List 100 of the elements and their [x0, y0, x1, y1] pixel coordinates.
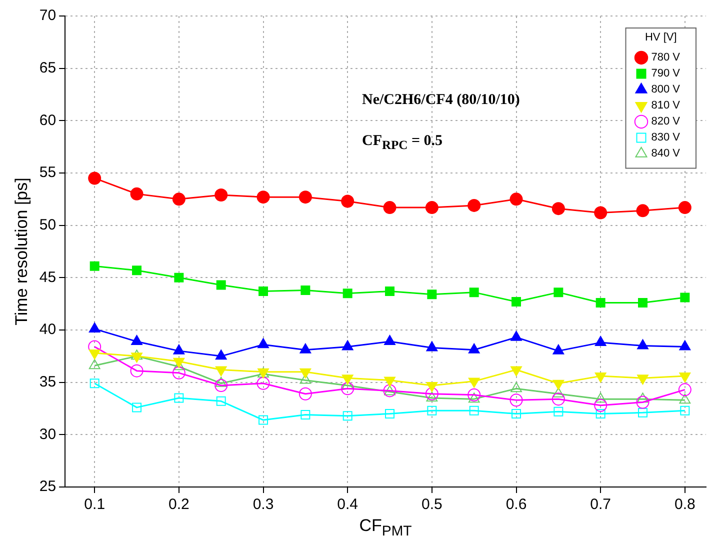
point [554, 288, 564, 298]
y-tick-label: 35 [39, 373, 56, 390]
x-tick-label: 0.8 [674, 496, 696, 514]
point [426, 392, 438, 402]
point [214, 188, 228, 202]
y-axis-title: Time resolution [ps] [12, 178, 31, 326]
point [298, 190, 312, 204]
point [132, 266, 142, 276]
point [426, 341, 438, 352]
point [468, 388, 481, 402]
x-tick-label: 0.2 [168, 496, 190, 514]
point [342, 340, 354, 350]
point [636, 204, 650, 218]
point [258, 415, 268, 425]
point [300, 343, 312, 354]
y-tick-label: 50 [39, 216, 56, 234]
y-tick-label: 45 [39, 268, 56, 286]
point [131, 350, 142, 360]
point [216, 396, 226, 406]
point [468, 343, 480, 354]
point [638, 298, 648, 308]
point [468, 392, 480, 403]
annotation: Ne/C2H6/CF4 (80/10/10) [362, 92, 520, 109]
point [510, 394, 523, 407]
point [512, 408, 521, 418]
point [216, 280, 226, 290]
point [427, 290, 437, 300]
point [215, 350, 227, 360]
point [130, 364, 144, 378]
point [90, 261, 100, 271]
point [174, 393, 184, 403]
point [468, 198, 481, 212]
point [679, 340, 691, 350]
point [256, 190, 270, 204]
point [385, 408, 394, 418]
point [342, 288, 352, 298]
point [298, 387, 312, 400]
point [679, 394, 691, 404]
point [510, 330, 522, 341]
point [300, 285, 310, 295]
point [425, 201, 438, 214]
point [173, 344, 185, 354]
point [172, 366, 186, 380]
y-tick-label: 60 [39, 112, 56, 129]
point [427, 406, 437, 416]
y-tick-label: 40 [39, 321, 56, 338]
x-tick-label: 0.1 [84, 496, 106, 514]
point [678, 383, 692, 396]
point [680, 406, 690, 416]
point [172, 192, 186, 206]
point [385, 286, 394, 296]
point [510, 382, 522, 392]
point [214, 378, 228, 392]
point [88, 359, 100, 370]
point [341, 194, 354, 208]
point [130, 187, 144, 200]
x-tick-label: 0.6 [506, 496, 527, 514]
point [512, 297, 521, 306]
point [384, 335, 396, 346]
point [638, 408, 648, 418]
x-tick-label: 0.7 [590, 496, 612, 514]
point [341, 382, 354, 396]
point [594, 392, 606, 403]
point [425, 387, 438, 400]
point [636, 396, 650, 409]
point [594, 336, 606, 346]
legend-label: 800 V [651, 84, 681, 96]
point [678, 201, 692, 214]
point [594, 398, 608, 412]
point [258, 286, 268, 296]
x-tick-label: 0.5 [421, 496, 442, 514]
point [552, 344, 564, 354]
point [300, 410, 310, 420]
point [90, 378, 100, 388]
point [258, 338, 269, 348]
legend-label: 810 V [651, 100, 681, 112]
x-axis-title: CF$_{PMT}$ [358, 516, 413, 540]
point [342, 411, 352, 421]
point [552, 387, 564, 398]
legend-title: HV [V] [644, 32, 677, 44]
point [554, 406, 564, 416]
annotation: CF$_{RPC}$ = 0.5 [362, 133, 444, 153]
point [215, 376, 227, 387]
point [637, 339, 648, 350]
point [88, 172, 102, 185]
point [174, 272, 184, 282]
point [88, 322, 100, 332]
point [469, 406, 479, 416]
point [131, 335, 142, 346]
point [594, 206, 608, 220]
point [552, 202, 565, 216]
legend-label: 840 V [651, 148, 681, 160]
y-tick-label: 55 [39, 164, 56, 182]
point [510, 192, 523, 206]
legend-label: 780 V [651, 52, 681, 64]
point [552, 392, 565, 406]
point [596, 408, 606, 418]
y-tick-label: 30 [39, 426, 56, 443]
point [383, 201, 396, 214]
point [256, 376, 270, 390]
